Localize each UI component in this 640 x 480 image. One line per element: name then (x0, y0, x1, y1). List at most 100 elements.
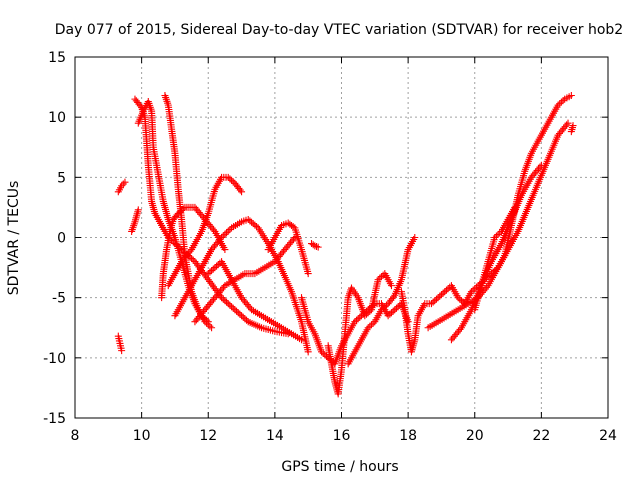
data-point (354, 315, 362, 323)
data-point (384, 312, 392, 320)
data-point (203, 319, 211, 327)
data-point (392, 304, 400, 312)
data-point (351, 318, 359, 326)
series-track-19 (447, 161, 545, 344)
data-point (557, 98, 565, 106)
data-point (432, 295, 440, 303)
data-point (118, 347, 126, 355)
data-point (377, 306, 385, 314)
data-point (431, 297, 439, 305)
x-tick-label: 22 (532, 428, 550, 444)
data-point (221, 297, 229, 305)
data-point (389, 307, 397, 315)
y-tick-label: -10 (43, 351, 66, 367)
data-point (364, 309, 372, 317)
data-point (136, 102, 144, 110)
series-track-1 (114, 178, 129, 196)
y-tick-label: -5 (52, 291, 66, 307)
data-point (176, 208, 184, 216)
data-point (236, 310, 244, 318)
data-point (456, 325, 464, 333)
series-track-10 (191, 234, 299, 326)
data-point (233, 307, 241, 315)
data-point (377, 273, 385, 281)
data-point (224, 227, 232, 235)
y-tick-label: 15 (48, 50, 66, 66)
series-track-17 (397, 92, 575, 356)
gridlines (75, 57, 608, 418)
data-point (209, 265, 217, 273)
data-point (238, 188, 246, 196)
data-point (356, 313, 364, 321)
data-point (483, 283, 491, 291)
data-point (211, 264, 219, 272)
data-point (314, 243, 322, 251)
data-point (238, 312, 246, 320)
series-track-18 (424, 119, 572, 332)
data-point (456, 295, 464, 303)
data-points (114, 92, 577, 398)
data-point (427, 300, 435, 308)
data-point (134, 206, 142, 214)
data-point (491, 234, 499, 241)
data-point (228, 176, 236, 184)
data-point (304, 270, 312, 278)
data-point (494, 230, 502, 238)
data-point (382, 301, 390, 309)
x-tick-label: 14 (266, 428, 284, 444)
data-point (387, 282, 395, 290)
data-point (511, 203, 519, 211)
series-track-13 (308, 240, 322, 251)
data-point (216, 235, 224, 243)
data-point (556, 100, 564, 108)
x-tick-label: 24 (599, 428, 617, 444)
data-point (394, 303, 402, 311)
y-tick-label: 0 (57, 231, 66, 247)
data-point (189, 256, 197, 264)
data-point (376, 274, 384, 282)
data-point (221, 230, 229, 238)
data-point (231, 306, 239, 314)
data-point (224, 173, 232, 181)
x-tick-label: 16 (333, 428, 351, 444)
data-point (467, 288, 475, 296)
data-point (454, 294, 462, 302)
data-point (318, 348, 326, 356)
axis-ticks: 8 10 12 14 16 18 20 22 24 15 10 5 0 -5 -10 -15 (43, 50, 617, 444)
data-point (437, 291, 445, 299)
data-point (243, 316, 251, 324)
series-track-2 (114, 332, 126, 355)
data-point (367, 321, 375, 329)
data-point (206, 268, 214, 276)
data-point (381, 303, 389, 311)
data-point (439, 289, 447, 297)
data-point (374, 276, 382, 284)
data-point (224, 300, 232, 308)
data-point (492, 232, 500, 240)
data-point (174, 209, 182, 217)
data-point (379, 304, 387, 312)
data-point (241, 315, 249, 323)
series-track-12 (264, 219, 312, 278)
y-tick-label: 10 (48, 110, 66, 126)
data-point (204, 321, 212, 329)
data-point (362, 310, 370, 318)
data-point (218, 294, 226, 302)
data-point (369, 319, 377, 327)
data-point (219, 283, 227, 291)
y-tick-label: 5 (57, 170, 66, 186)
series-track-21 (567, 122, 577, 136)
series-track-14 (298, 294, 412, 368)
data-point (563, 121, 571, 129)
data-point (536, 163, 544, 171)
series-track-8 (164, 173, 246, 290)
data-point (253, 222, 261, 230)
data-point (186, 247, 194, 255)
data-point (366, 307, 374, 315)
data-point (209, 226, 217, 234)
data-point (319, 349, 327, 357)
data-point (559, 97, 567, 105)
data-point (228, 303, 236, 311)
data-point (229, 178, 237, 186)
data-point (218, 234, 226, 241)
